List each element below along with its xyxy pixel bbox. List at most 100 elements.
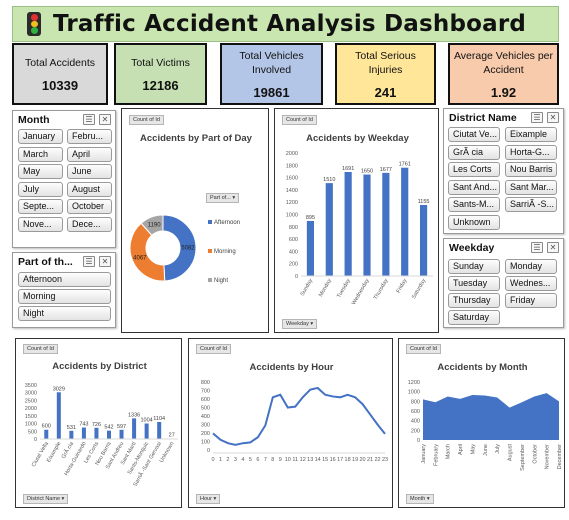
district-field-button[interactable]: District Name ▾ [23,494,69,504]
data-label: 1761 [399,162,411,168]
bar [56,392,61,439]
multi-select-icon[interactable]: ☰ [531,242,543,253]
slicer-item-button[interactable]: Thursday [448,293,500,308]
chart-title: Accidents by Part of Day [140,133,252,144]
x-tick-label: 17 [337,457,343,463]
x-tick-label: February [433,444,439,466]
multi-select-icon[interactable]: ☰ [83,256,95,267]
y-tick-label: 700 [201,389,210,395]
x-tick-label: August [508,444,514,462]
slicer-item-button[interactable]: Sant Mar... [505,179,557,195]
slicer-item-button[interactable]: Ciutat Ve... [448,127,500,142]
slicer-item-button[interactable]: Les Corts [448,162,500,177]
slicer-item-button[interactable]: GrÃ cia [448,144,500,160]
bar [44,429,49,439]
legend-swatch [208,220,212,224]
clear-filter-icon[interactable]: ✕ [99,114,111,125]
slicer-item-button[interactable]: Septe... [18,199,63,214]
month-slicer[interactable]: Month ☰ ✕ January Febru... March April May Ju… [12,110,116,248]
field-button-label: Weekday [286,321,309,327]
pie-slice [129,222,166,282]
y-tick-label: 1600 [286,176,298,182]
slicer-item-button[interactable]: Afternoon [18,272,111,287]
x-tick-label: Ciutat Vella [31,440,51,468]
slicer-item-button[interactable]: SarriÃ -S... [505,197,557,212]
multi-select-icon[interactable]: ☰ [531,112,543,123]
slicer-item-button[interactable]: Sunday [448,259,500,274]
bar [157,421,162,439]
slicer-item-button[interactable]: Friday [505,293,557,308]
y-tick-label: 1000 [408,390,420,396]
x-tick-label: 21 [367,457,373,463]
district-slicer-title: District Name [449,112,517,124]
slicer-item-button[interactable]: Nou Barris [505,162,557,177]
slicer-item-button[interactable]: Morning [18,289,111,304]
month-area-svg: 0 200 400 600 800 1000 1200 January February Marc… [408,380,563,471]
kpi-value: 1.92 [490,84,517,100]
x-tick-label: Friday [396,278,409,294]
bar [401,167,409,276]
x-tick-label: 20 [360,457,366,463]
slicer-item-button[interactable]: August [67,181,112,197]
weekday-slicer[interactable]: Weekday ☰ ✕ Sunday Monday Tuesday Wednes...… [443,238,564,328]
x-tick-label: Sunday [300,278,315,297]
x-tick-label: 16 [330,457,336,463]
slicer-item-button[interactable]: October [67,199,112,214]
slicer-item-button[interactable]: Sant And... [448,179,500,195]
kpi-label: Total Serious Injuries [355,49,416,76]
kpi-card: Average Vehicles per Accident 1.92 [448,43,559,105]
slicer-item-button[interactable]: Nove... [18,216,63,232]
slicer-item-button[interactable]: Wednes... [505,276,557,291]
slicer-item-button[interactable]: Dece... [67,216,112,232]
y-tick-label: 400 [201,414,210,420]
slicer-item-button[interactable]: Sants-M... [448,197,500,212]
y-tick-label: 1800 [286,163,298,169]
part-of-day-slicer[interactable]: Part of th... ☰ ✕ Afternoon Morning Night [12,252,116,328]
kpi-card: Total Serious Injuries 241 [335,43,436,105]
slicer-item-button[interactable]: January [18,129,63,144]
kpi-label: Total Vehicles Involved [239,49,304,76]
data-label: 600 [42,424,51,430]
weekday-field-button[interactable]: Weekday ▾ [282,319,318,329]
slicer-item-button[interactable]: May [18,164,63,179]
y-tick-label: 0 [207,448,210,454]
clear-filter-icon[interactable]: ✕ [99,256,111,267]
slicer-item-button[interactable]: April [67,146,112,162]
data-label: 1691 [342,166,354,172]
traffic-light-icon [27,12,41,36]
slicer-item-button[interactable]: Tuesday [448,276,500,291]
y-tick-label: 400 [411,419,420,425]
bar [132,418,137,439]
y-tick-label: 0 [295,274,298,280]
month-field-button[interactable]: Month ▾ [406,494,434,504]
pivot-field-tag: Count of Id [129,115,164,125]
data-label: 895 [306,215,315,221]
slicer-item-button[interactable]: Unknown [448,214,500,230]
kpi-label: Total Accidents [24,56,96,69]
data-label: 4067 [133,255,147,261]
slicer-item-button[interactable]: Horta-G... [505,144,557,160]
clear-filter-icon[interactable]: ✕ [547,242,559,253]
x-tick-label: November [545,444,551,470]
district-slicer[interactable]: District Name ☰ ✕ Ciutat Ve... Eixample Gr… [443,108,564,234]
slicer-item-button[interactable]: Monday [505,259,557,274]
clear-filter-icon[interactable]: ✕ [547,112,559,123]
hour-field-button[interactable]: Hour ▾ [196,494,221,504]
multi-select-icon[interactable]: ☰ [83,114,95,125]
x-tick-label: 18 [345,457,351,463]
kpi-label: Average Vehicles per Accident [453,49,554,76]
slicer-item-button[interactable]: March [18,146,63,162]
part-of-day-field-button[interactable]: Part of... ▾ [206,193,240,203]
y-tick-label: 1000 [286,213,298,219]
slicer-item-button[interactable]: Febru... [67,129,112,144]
dashboard-title-bar: Traffic Accident Analysis Dashboard [12,6,559,42]
slicer-item-button[interactable]: June [67,164,112,179]
slicer-item-button[interactable]: July [18,181,63,197]
y-tick-label: 1200 [286,200,298,206]
y-tick-label: 1500 [25,414,37,420]
slicer-item-button[interactable]: Night [18,306,111,321]
slicer-item-button[interactable]: Eixample [505,127,557,142]
slicer-item-button[interactable]: Saturday [448,310,500,325]
x-tick-label: 2 [226,457,229,463]
